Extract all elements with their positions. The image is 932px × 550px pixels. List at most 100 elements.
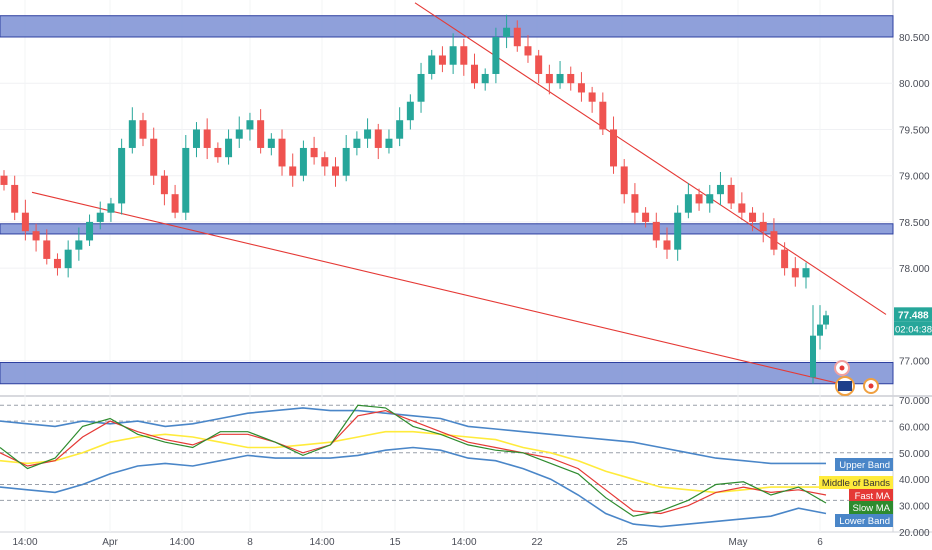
- candle-body: [321, 157, 329, 167]
- candle-body: [823, 315, 829, 325]
- candle-body: [342, 147, 350, 176]
- candle-body: [267, 138, 275, 148]
- candle-body: [684, 194, 692, 213]
- candle-body: [21, 212, 29, 232]
- candle-body: [716, 184, 724, 195]
- osc-series-line: [0, 430, 826, 494]
- osc-legend-badge: [819, 476, 893, 489]
- candle-body: [620, 166, 628, 195]
- osc-legend-badge: [835, 458, 893, 471]
- flag-icon: [838, 381, 852, 391]
- countdown-badge: [894, 321, 932, 336]
- candle-body: [610, 129, 618, 167]
- candle-body: [353, 138, 361, 148]
- candle-body: [86, 221, 94, 241]
- osc-series-line: [0, 404, 827, 517]
- candle-body: [171, 194, 179, 213]
- candle-body: [150, 138, 158, 176]
- price-tick-label: 80.500: [899, 33, 930, 44]
- time-tick-label: 14:00: [451, 537, 476, 548]
- candle-body: [781, 249, 789, 269]
- candle-body: [182, 147, 190, 213]
- osc-tick-label: 40.000: [899, 475, 930, 486]
- time-tick-label: 6: [817, 537, 823, 548]
- price-tick-label: 77.000: [899, 357, 930, 368]
- candle-body: [802, 268, 810, 278]
- candle-body: [235, 129, 243, 139]
- candle-body: [203, 129, 211, 148]
- candle-body: [652, 221, 660, 241]
- price-tick-label: 79.000: [899, 172, 930, 183]
- last-price-badge: [894, 307, 932, 322]
- price-tick-label: 78.000: [899, 264, 930, 275]
- time-tick-label: 14:00: [309, 537, 334, 548]
- time-tick-label: 14:00: [12, 537, 37, 548]
- candle-body: [11, 184, 19, 213]
- candle-body: [118, 147, 126, 204]
- candle-body: [417, 73, 425, 102]
- osc-legend-label: Upper Band: [839, 460, 890, 471]
- candle-body: [706, 194, 714, 204]
- candle-body: [535, 55, 543, 74]
- axes: 80.500 80.000 79.500 79.000 78.500 78.000 77.0…: [12, 33, 930, 548]
- price-tick-label: 80.000: [899, 79, 930, 90]
- osc-tick-label: 60.000: [899, 422, 930, 433]
- candle-body: [759, 221, 767, 232]
- candle-body: [556, 73, 564, 84]
- time-tick-label: May: [729, 537, 748, 548]
- candle-body: [310, 147, 318, 158]
- candle-body: [791, 268, 799, 278]
- candle-body: [257, 120, 265, 148]
- candle-body: [0, 175, 8, 185]
- candle-body: [817, 324, 823, 336]
- price-zone: [0, 15, 894, 38]
- osc-tick-label: 30.000: [899, 502, 930, 513]
- price-zone: [0, 361, 894, 385]
- osc-tick-label: 70.000: [899, 396, 930, 407]
- osc-legend-badge: [849, 501, 893, 514]
- candle-body: [770, 231, 778, 250]
- price-tick-label: 78.500: [899, 218, 930, 229]
- candle-body: [299, 147, 307, 176]
- time-tick-label: 22: [531, 537, 543, 548]
- candle-body: [503, 27, 511, 37]
- candle-body: [364, 129, 372, 139]
- time-tick-label: 14:00: [169, 537, 194, 548]
- osc-legend-label: Lower Band: [839, 516, 890, 527]
- candle-body: [246, 120, 254, 130]
- osc-legend-badge: [835, 514, 893, 527]
- time-tick-label: 15: [389, 537, 401, 548]
- candle-body: [642, 212, 650, 222]
- candle-body: [139, 120, 147, 139]
- time-tick-label: Apr: [102, 537, 118, 548]
- candle-body: [192, 129, 200, 148]
- candle-body: [567, 73, 575, 84]
- candle-body: [810, 335, 816, 378]
- candle-body: [214, 147, 222, 158]
- time-tick-label: 8: [247, 537, 253, 548]
- candle-body: [374, 129, 382, 148]
- candle-body: [428, 55, 436, 74]
- last-price-label: 77.488: [898, 310, 929, 321]
- candle-body: [96, 212, 104, 222]
- candlestick-series: [0, 14, 829, 384]
- candle-body: [460, 46, 468, 65]
- candle-body: [438, 55, 446, 65]
- candle-body: [53, 258, 61, 269]
- candle-body: [631, 194, 639, 213]
- candle-body: [577, 83, 585, 93]
- event-marker-dot: [839, 365, 845, 371]
- candle-body: [524, 46, 532, 56]
- candle-body: [749, 212, 757, 222]
- candle-body: [278, 138, 286, 167]
- candle-body: [471, 64, 479, 84]
- candle-body: [663, 240, 671, 250]
- candle-body: [107, 203, 115, 213]
- candle-body: [738, 203, 746, 213]
- price-zone: [0, 223, 894, 235]
- candle-body: [43, 240, 51, 259]
- candle-body: [588, 92, 596, 102]
